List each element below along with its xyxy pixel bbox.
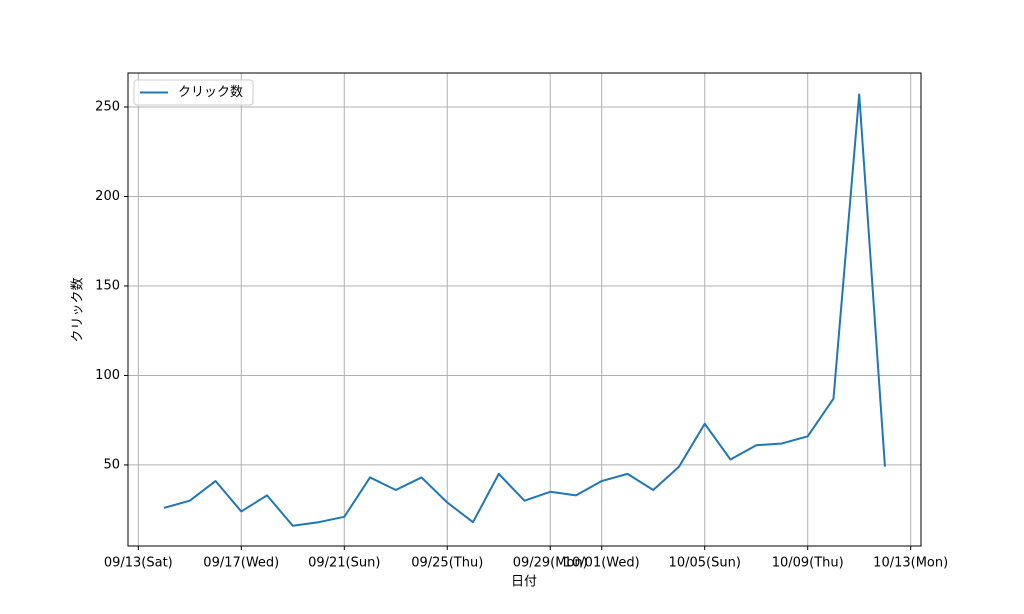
- y-tick-label: 250: [95, 100, 120, 115]
- y-axis-label: クリック数: [71, 277, 86, 342]
- data-line: [163, 93, 886, 527]
- y-tick-label: 100: [95, 368, 120, 383]
- x-tick-label: 09/25(Thu): [411, 556, 483, 571]
- x-tick-label: 10/13(Mon): [873, 556, 948, 571]
- x-tick-label: 10/01(Wed): [564, 556, 640, 571]
- legend: [133, 79, 254, 106]
- x-tick-label: 09/29(Mon): [513, 556, 588, 571]
- x-tick-label: 09/13(Sat): [104, 556, 173, 571]
- x-tick-label: 10/09(Thu): [772, 556, 844, 571]
- plot-frame: [127, 72, 922, 547]
- y-tick-label: 150: [95, 278, 120, 293]
- x-axis-label: 日付: [511, 575, 537, 590]
- legend-label: クリック数: [178, 85, 243, 100]
- x-tick-label: 09/17(Wed): [203, 556, 279, 571]
- y-tick-label: 200: [95, 189, 120, 204]
- y-tick-label: 50: [103, 457, 120, 472]
- x-tick-label: 09/21(Sun): [308, 556, 380, 571]
- x-tick-label: 10/05(Sun): [669, 556, 741, 571]
